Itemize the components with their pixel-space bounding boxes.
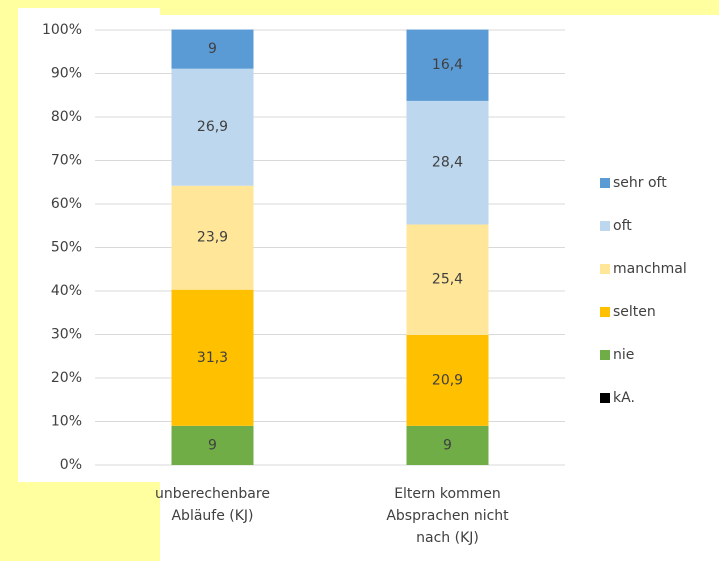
y-tick-label: 0% [60, 457, 82, 473]
legend-label: manchmal [613, 261, 687, 277]
y-tick-label: 100% [42, 22, 82, 38]
legend-label: oft [613, 218, 632, 234]
bar-segment [406, 224, 489, 335]
legend-swatch [600, 393, 610, 403]
y-tick-label: 70% [51, 153, 82, 169]
bar-segment [406, 29, 489, 101]
y-tick-label: 40% [51, 283, 82, 299]
y-tick-label: 60% [51, 196, 82, 212]
y-tick-label: 30% [51, 327, 82, 343]
data-label: 23,9 [197, 230, 228, 246]
bar-segment [406, 425, 489, 465]
bar-segment [171, 185, 254, 290]
data-label: 16,4 [432, 57, 463, 73]
legend-label: nie [613, 347, 634, 363]
background-panel [18, 8, 160, 482]
data-label: 9 [208, 41, 217, 57]
x-tick-label: Eltern kommen Absprachen nicht nach (KJ) [386, 486, 509, 546]
legend-swatch [600, 264, 610, 274]
data-label: 28,4 [432, 155, 463, 171]
legend-label: kA. [613, 390, 635, 406]
y-tick-label: 10% [51, 414, 82, 430]
legend-label: sehr oft [613, 175, 667, 191]
bar-segment [406, 334, 489, 426]
bar-segment [406, 100, 489, 225]
data-label: 26,9 [197, 119, 228, 135]
y-tick-label: 80% [51, 109, 82, 125]
y-tick-label: 50% [51, 240, 82, 256]
data-label: 25,4 [432, 272, 463, 288]
data-label: 31,3 [197, 350, 228, 366]
x-tick-label: unberechenbare Abläufe (KJ) [155, 486, 270, 524]
data-label: 20,9 [432, 372, 463, 388]
legend-swatch [600, 307, 610, 317]
bar-segment [171, 29, 254, 69]
legend-swatch [600, 221, 610, 231]
bar-segment [171, 425, 254, 465]
data-label: 9 [443, 437, 452, 453]
legend-swatch [600, 178, 610, 188]
y-tick-label: 90% [51, 66, 82, 82]
legend-swatch [600, 350, 610, 360]
bar-segment [171, 68, 254, 186]
legend-label: selten [613, 304, 656, 320]
bar-segment [171, 289, 254, 426]
y-tick-label: 20% [51, 370, 82, 386]
data-label: 9 [208, 437, 217, 453]
